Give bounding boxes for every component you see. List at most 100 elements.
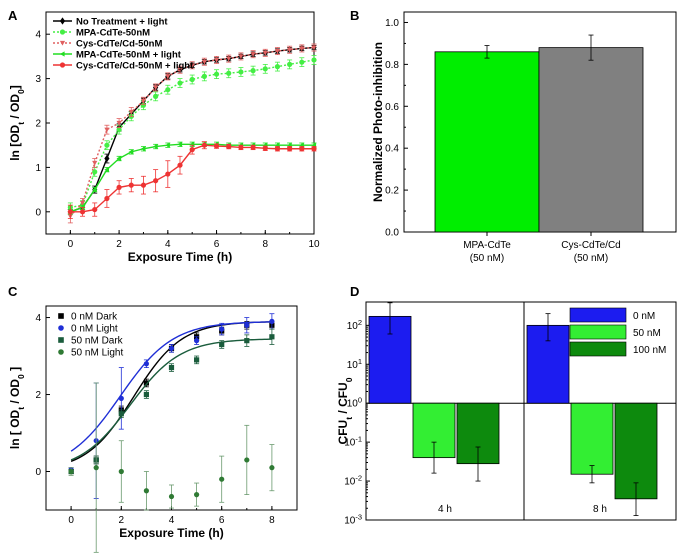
legend-label: Cys-CdTe/Cd-50nM + light [76,61,194,72]
x-tick-label: 0 [68,515,74,526]
data-point [92,160,98,166]
error-bar [545,313,551,342]
data-point [165,74,171,79]
legend-swatch [569,341,627,357]
data-point [118,411,124,417]
y-tick-label: 4 [35,30,41,41]
error-bar [475,446,481,482]
y-tick-label: 2 [35,119,41,130]
data-point [153,143,158,150]
legend-marker [58,325,64,331]
label-span: ln [OD [8,124,22,160]
label-span: 10 [344,516,356,527]
bar [434,51,540,233]
legend-marker [59,51,65,57]
data-point [287,146,293,152]
legend-a: No Treatment + lightMPA-CdTe-50nMCys-CdT… [53,17,194,72]
data-point [128,182,134,188]
data-point [250,144,256,151]
y-tick-label: 2 [35,390,41,401]
data-point [92,187,97,193]
panel-label-a: A [8,8,18,23]
data-point [93,465,99,471]
data-point [287,61,293,67]
data-point [213,57,220,63]
data-point [177,67,183,73]
data-point [189,147,195,153]
x-tick-label: 0 [68,239,74,250]
y-tick-label: 10-1 [344,434,362,449]
data-point [116,120,122,126]
data-point [189,63,195,68]
data-point [238,144,244,151]
legend-label: MPA-CdTe-50nM + light [76,50,182,61]
data-point [311,45,317,51]
legend-marker [59,17,66,25]
label-span: / CFU [336,382,350,417]
legend-label: 50 nM Light [71,348,123,359]
data-point [226,56,232,62]
panel-d-frame [365,301,677,521]
data-point [269,318,275,324]
data-point [116,127,122,133]
y-tick-label: 0.6 [385,102,399,113]
legend-label: MPA-CdTe-50nM [76,28,150,39]
label-span: 1 [358,356,362,365]
y-tick-label: 0.4 [385,144,399,155]
fit-curve [70,338,272,461]
x-tick-label: 6 [214,239,220,250]
fit-curve [70,321,272,452]
data-point [140,146,146,152]
data-point [274,146,281,152]
data-point [118,468,124,475]
label-span: 10 [344,477,356,488]
data-point [140,98,147,104]
data-point [118,395,124,401]
y-tick-label: 0.0 [385,228,399,239]
panel-label-c: C [8,284,18,299]
label-span: 2 [358,317,362,326]
data-point [299,146,305,152]
data-point [165,171,171,177]
data-point [244,322,250,328]
y-tick-label: 101 [347,356,362,371]
data-point [177,80,183,86]
y-tick-label: 0.2 [385,186,399,197]
label-span: 10 [347,399,359,410]
panel-label-b: B [350,8,359,23]
legend-label: 50 nM Dark [71,336,124,347]
label-span: / OD [8,379,22,407]
data-point [226,143,232,150]
data-point [311,57,317,63]
y-axis-label: CFUt / CFU0 [336,377,354,444]
data-point [311,146,317,152]
data-point [79,200,86,206]
data-point [250,52,256,57]
legend-marker [59,40,66,46]
series-line [69,46,315,217]
label-span: CFU [336,420,350,445]
bar [570,402,614,475]
label-span: 10 [347,360,359,371]
data-point [213,71,220,77]
data-point [92,169,98,175]
series-2 [67,43,317,224]
x-category-label: (50 nM) [574,253,608,264]
legend-marker [59,29,66,35]
data-point [238,69,244,75]
y-axis-label: ln [ ODt / OD0 ] [8,367,26,449]
legend-label: 50 nM [633,328,661,339]
label-span: 0 [16,374,26,379]
x-category-label: Cys-CdTe/Cd [561,240,620,251]
data-point [213,143,220,149]
data-point [194,492,200,498]
label-span: -3 [355,512,362,521]
x-axis-label: Exposure Time (h) [119,526,223,540]
data-point [153,93,159,99]
data-point [153,178,159,184]
x-axis-label: Exposure Time (h) [128,250,232,264]
label-span: 10 [344,438,356,449]
y-tick-label: 1 [35,163,41,174]
